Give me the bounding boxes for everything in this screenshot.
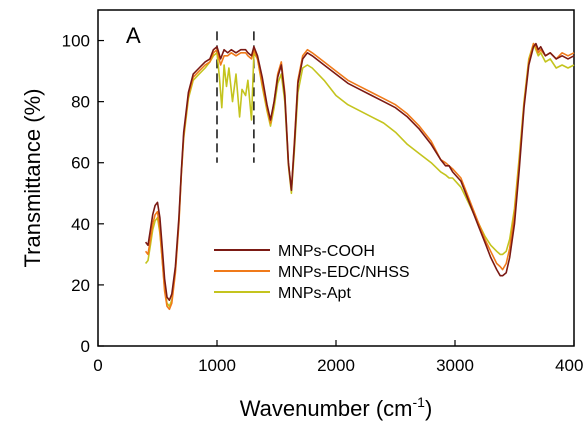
x-axis-title: Wavenumber (cm-1) <box>240 394 433 421</box>
y-tick-label: 80 <box>71 93 90 112</box>
legend-label: MNPs-Apt <box>278 285 351 302</box>
x-axis-title-superscript: -1 <box>413 394 426 410</box>
y-axis-ticks: 0 20 40 60 80 100 <box>62 32 104 356</box>
y-axis-title: Transmittance (%) <box>20 89 45 268</box>
y-tick-label: 20 <box>71 276 90 295</box>
legend-label: MNPs-COOH <box>278 243 375 260</box>
x-axis-title-main: Wavenumber (cm <box>240 396 413 421</box>
x-tick-label: 0 <box>93 356 102 375</box>
legend-label: MNPs-EDC/NHSS <box>278 264 410 281</box>
series-lines <box>144 42 575 311</box>
legend: MNPs-COOH MNPs-EDC/NHSS MNPs-Apt <box>214 243 410 302</box>
series-line <box>144 42 575 302</box>
x-tick-label: 1000 <box>198 356 236 375</box>
x-axis-title-end: ) <box>425 396 432 421</box>
y-tick-label: 60 <box>71 154 90 173</box>
panel-label: A <box>126 23 141 48</box>
x-tick-label: 3000 <box>436 356 474 375</box>
x-tick-label: 2000 <box>317 356 355 375</box>
y-tick-label: 40 <box>71 215 90 234</box>
y-tick-label: 0 <box>81 337 90 356</box>
y-tick-label: 100 <box>62 32 90 51</box>
